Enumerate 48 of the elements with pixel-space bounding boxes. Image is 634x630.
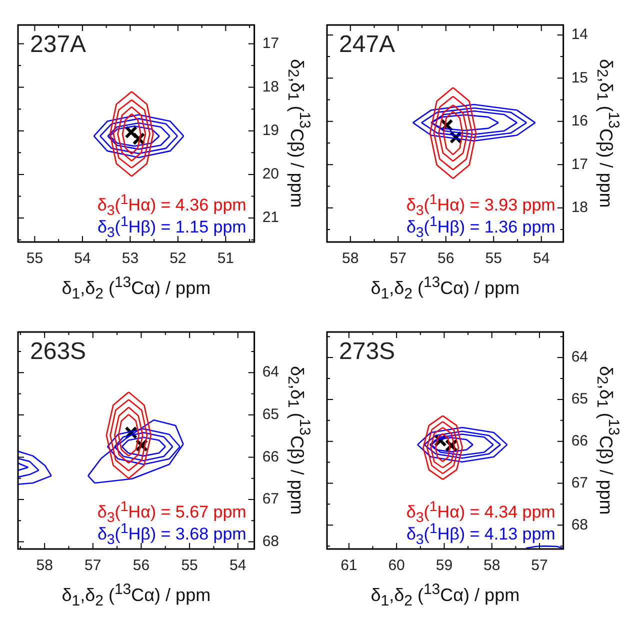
x-tick-label: 58 (36, 557, 53, 574)
x-tick-label: 51 (217, 250, 234, 268)
y-tick-label: 17 (262, 34, 280, 52)
x-tick-label: 59 (436, 557, 453, 574)
x-axis-title: δ$_{1}$,δ$_{2}$ ($^{13}$Cα) / ppm (370, 274, 521, 303)
x-tick-label: 55 (181, 557, 198, 574)
y-tick-label: 16 (571, 112, 588, 130)
x-tick-label: 56 (438, 250, 454, 268)
x-tick-label: 56 (132, 557, 150, 574)
x-tick-label: 54 (74, 250, 91, 268)
y-tick-label: 67 (262, 490, 280, 508)
chart-title: 247A (339, 31, 396, 59)
y-tick-label: 18 (571, 198, 588, 216)
x-tick-label: 55 (485, 250, 502, 268)
x-tick-label: 57 (531, 557, 548, 574)
x-tick-label: 55 (26, 250, 44, 268)
y-tick-label: 19 (262, 122, 280, 140)
x-tick-label: 54 (533, 250, 550, 268)
y-tick-label: 21 (262, 209, 280, 226)
y-tick-label: 18 (262, 78, 280, 96)
x-tick-label: 52 (170, 250, 186, 268)
x-axis-title: δ$_{1}$,δ$_{2}$ ($^{13}$Cα) / ppm (60, 581, 212, 610)
y-tick-label: 67 (571, 474, 588, 492)
x-tick-label: 61 (340, 557, 358, 574)
x-tick-label: 54 (230, 557, 246, 574)
x-tick-label: 57 (390, 250, 406, 268)
x-axis-title: δ$_{1}$,δ$_{2}$ ($^{13}$Cα) / ppm (60, 274, 212, 303)
chart-title: 273S (339, 338, 396, 366)
x-axis-title: δ$_{1}$,δ$_{2}$ ($^{13}$Cα) / ppm (370, 581, 521, 610)
x-tick-label: 58 (484, 557, 500, 574)
x-tick-label: 60 (388, 557, 405, 574)
y-tick-label: 20 (262, 166, 280, 183)
y-tick-label: 64 (571, 348, 588, 366)
x-tick-label: 58 (342, 250, 359, 268)
x-tick-label: 53 (122, 250, 139, 268)
y-tick-label: 15 (571, 69, 588, 86)
y-tick-label: 66 (571, 432, 588, 450)
y-tick-label: 17 (571, 156, 588, 173)
chart-title: 237A (30, 31, 86, 59)
y-tick-label: 68 (262, 532, 280, 550)
y-tick-label: 66 (262, 448, 280, 466)
x-tick-label: 57 (84, 557, 102, 574)
chart-title: 263S (30, 338, 86, 366)
y-tick-label: 14 (571, 26, 588, 44)
y-tick-label: 64 (262, 364, 280, 381)
y-tick-label: 68 (571, 516, 588, 534)
y-tick-label: 65 (571, 390, 588, 408)
y-tick-label: 65 (262, 406, 280, 424)
